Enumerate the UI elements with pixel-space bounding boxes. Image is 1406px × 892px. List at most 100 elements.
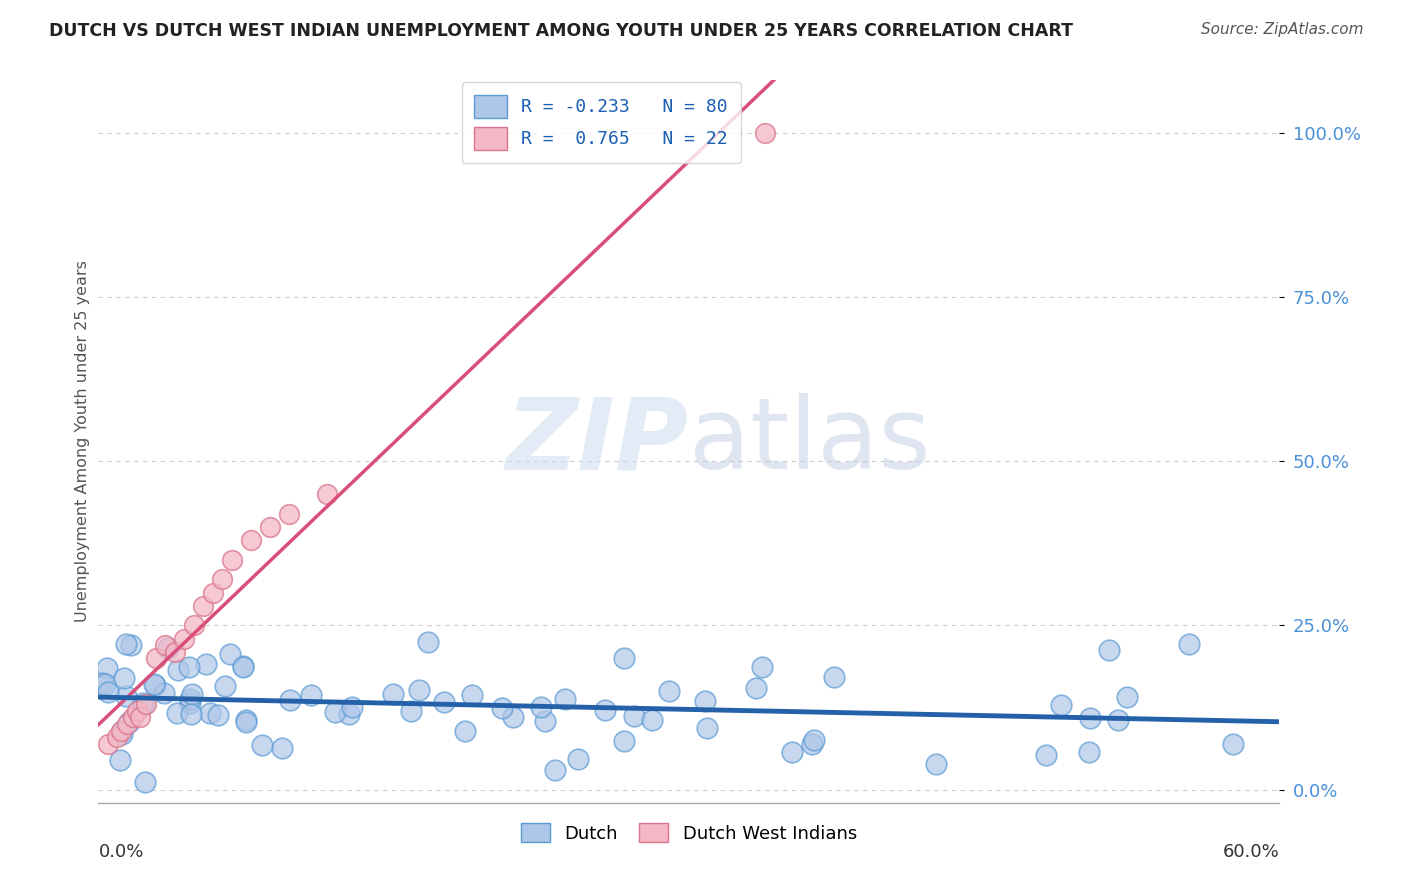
Point [173,632,195,646]
Point [207,707,229,722]
Point [111,727,134,741]
Point [803,732,825,747]
Point [107,730,129,744]
Point [232,659,254,673]
Point [97,737,120,751]
Point [90,675,112,690]
Point [118,714,141,729]
Point [219,647,242,661]
Point [167,663,190,677]
Point [221,553,243,567]
Point [544,763,567,777]
Point [1049,698,1071,713]
Point [250,739,273,753]
Point [179,696,201,710]
Point [94,677,117,691]
Point [454,723,477,738]
Y-axis label: Unemployment Among Youth under 25 years: Unemployment Among Youth under 25 years [75,260,90,623]
Point [115,637,138,651]
Point [1222,737,1244,751]
Point [491,701,513,715]
Point [198,706,221,721]
Point [145,651,167,665]
Point [156,640,179,655]
Point [554,691,576,706]
Point [134,774,156,789]
Point [235,714,257,729]
Point [201,585,224,599]
Point [529,700,551,714]
Point [461,688,484,702]
Point [1035,748,1057,763]
Point [163,645,186,659]
Point [408,683,430,698]
Text: atlas: atlas [689,393,931,490]
Point [121,710,143,724]
Point [132,696,155,710]
Point [340,699,363,714]
Point [120,638,142,652]
Point [115,717,138,731]
Point [135,698,157,712]
Point [214,679,236,693]
Point [744,681,766,695]
Point [801,737,824,751]
Point [153,686,176,700]
Point [259,520,281,534]
Point [180,687,202,701]
Point [115,690,138,704]
Point [125,704,148,718]
Point [183,618,205,632]
Point [925,756,948,771]
Point [97,684,120,698]
Point [179,692,201,706]
Point [399,704,422,718]
Point [180,707,202,722]
Point [1116,690,1139,704]
Point [153,638,176,652]
Point [1178,637,1201,651]
Point [754,126,776,140]
Text: ZIP: ZIP [506,393,689,490]
Point [534,714,557,728]
Point [112,671,135,685]
Point [166,706,188,720]
Point [299,688,322,702]
Point [271,740,294,755]
Point [1098,643,1121,657]
Point [780,745,803,759]
Point [382,687,405,701]
Point [1077,745,1099,759]
Point [502,709,524,723]
Point [613,734,636,748]
Point [277,507,299,521]
Point [132,698,155,713]
Point [177,660,200,674]
Point [323,705,346,719]
Point [235,713,257,727]
Point [339,707,361,722]
Point [111,724,134,739]
Point [145,678,167,692]
Point [1078,711,1101,725]
Point [751,659,773,673]
Point [695,694,717,708]
Point [613,651,636,665]
Point [110,723,132,738]
Point [593,702,616,716]
Point [239,533,262,547]
Point [211,573,233,587]
Point [96,661,118,675]
Text: Source: ZipAtlas.com: Source: ZipAtlas.com [1201,22,1364,37]
Point [195,657,218,672]
Point [108,753,131,767]
Point [416,634,439,648]
Point [823,670,845,684]
Point [696,721,718,735]
Point [641,713,664,727]
Point [623,708,645,723]
Point [658,684,681,698]
Point [567,751,589,765]
Point [129,710,152,724]
Legend: Dutch, Dutch West Indians: Dutch, Dutch West Indians [512,814,866,852]
